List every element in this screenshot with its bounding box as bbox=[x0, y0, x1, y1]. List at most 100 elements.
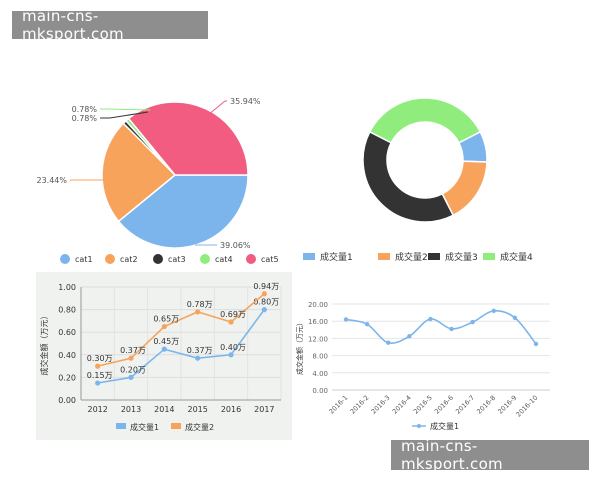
line1-series2-point bbox=[261, 291, 267, 297]
line1-y-tick-label: 0.40 bbox=[58, 351, 76, 360]
line2-legend-label-1: 成交量1 bbox=[430, 421, 459, 431]
line2-legend-marker-dot-1 bbox=[417, 424, 421, 428]
line1-series2-data-label: 0.37万 bbox=[120, 346, 146, 355]
line2-x-tick-label: 2016-7 bbox=[454, 394, 476, 416]
line2-series1-point bbox=[407, 334, 412, 339]
line1-x-tick-label: 2015 bbox=[187, 405, 207, 414]
line1-series1-point bbox=[128, 374, 134, 380]
line1-series1-point bbox=[95, 380, 101, 386]
annual-line-chart: 0.00 0.20 0.40 0.60 0.80 1.00 2012 2013 2014 2015… bbox=[39, 282, 282, 432]
line2-series1-point bbox=[343, 317, 349, 322]
line1-legend-label-2: 成交量2 bbox=[185, 422, 214, 432]
pie-data-label-cat1: 39.06% bbox=[220, 241, 251, 250]
line1-series2-data-label: 0.94万 bbox=[253, 282, 279, 291]
line1-y-tick-label: 0.60 bbox=[58, 328, 76, 337]
line1-series1-data-label: 0.37万 bbox=[187, 346, 213, 355]
line1-series2-point bbox=[128, 355, 134, 361]
line2-x-tick-label: 2016-5 bbox=[412, 394, 434, 416]
line1-series1-data-label: 0.45万 bbox=[153, 337, 179, 346]
line1-x-tick-label: 2017 bbox=[254, 405, 274, 414]
line1-legend-marker-2 bbox=[171, 423, 181, 429]
pie-legend-marker-cat3 bbox=[153, 254, 163, 264]
donut-chart-panel: 成交量1 成交量2 成交量3 成交量4 bbox=[300, 40, 600, 275]
line1-legend-marker-1 bbox=[116, 423, 126, 429]
pie-leader-line-cat5 bbox=[207, 100, 227, 116]
line2-y-tick-label: 12.00 bbox=[308, 335, 328, 343]
line2-x-tick-label: 2016-6 bbox=[433, 394, 455, 416]
line2-series1-point bbox=[512, 315, 518, 320]
line1-y-tick-label: 0.00 bbox=[58, 396, 76, 405]
line1-x-tick-label: 2014 bbox=[154, 405, 174, 414]
line2-y-axis-label: 成交金额（万元） bbox=[295, 319, 304, 375]
pie-slice-cat2 bbox=[101, 122, 177, 223]
donut-legend-marker-3 bbox=[428, 253, 440, 260]
line1-series2-data-label: 0.65万 bbox=[153, 315, 179, 324]
line2-x-tick-label: 2016-3 bbox=[370, 394, 392, 416]
pie-data-label-cat4: 0.78% bbox=[72, 105, 98, 114]
line1-x-tick-label: 2013 bbox=[121, 405, 141, 414]
line2-y-tick-label: 20.00 bbox=[308, 301, 328, 309]
watermark-top: main-cns-mksport.com bbox=[12, 7, 208, 43]
donut-legend-label-2: 成交量2 bbox=[395, 251, 428, 263]
pie-leader-line-cat3 bbox=[100, 111, 149, 119]
line1-x-tick-label: 2012 bbox=[87, 405, 107, 414]
line1-series2-data-label: 0.78万 bbox=[187, 300, 213, 309]
annual-line-chart-panel: 0.00 0.20 0.40 0.60 0.80 1.00 2012 2013 2014 2015… bbox=[36, 272, 292, 440]
donut-legend-label-3: 成交量3 bbox=[445, 251, 478, 263]
line1-y-tick-label: 1.00 bbox=[58, 283, 76, 292]
line2-series-line-1 bbox=[345, 309, 537, 345]
pie-data-label-cat5: 35.94% bbox=[230, 97, 261, 106]
pie-legend-marker-cat4 bbox=[200, 254, 210, 264]
line2-x-tick-label: 2016-4 bbox=[391, 394, 413, 416]
pie-data-label-cat2: 23.44% bbox=[36, 176, 67, 185]
pie-legend-marker-cat2 bbox=[105, 254, 115, 264]
pie-slice-cat5 bbox=[127, 101, 249, 176]
line1-series2-point bbox=[228, 319, 234, 325]
line1-y-axis-label: 成交金额（万元） bbox=[39, 312, 49, 376]
line2-y-tick-label: 8.00 bbox=[312, 353, 328, 361]
line2-x-tick-label: 2016-2 bbox=[349, 394, 371, 416]
monthly-line-chart-panel: 0.00 4.00 8.00 12.00 16.00 20.00 成交金额（万元） 2016-… bbox=[292, 290, 560, 440]
line2-x-tick-label: 2016-8 bbox=[475, 394, 497, 416]
monthly-line-chart: 0.00 4.00 8.00 12.00 16.00 20.00 成交金额（万元） 2016-… bbox=[295, 301, 550, 431]
pie-legend-marker-cat5 bbox=[246, 254, 256, 264]
pie-legend-marker-cat1 bbox=[60, 254, 70, 264]
line1-series1-point bbox=[228, 352, 234, 358]
line1-series1-data-label: 0.40万 bbox=[220, 343, 246, 352]
pie-legend-label-cat4: cat4 bbox=[215, 255, 233, 264]
donut-legend-label-4: 成交量4 bbox=[500, 251, 533, 263]
line1-series1-point bbox=[261, 307, 267, 313]
pie-chart-panel: 39.06% 23.44% 0.78% 0.78% 35.94% cat1 cat2 cat3… bbox=[0, 40, 300, 275]
donut-chart: 成交量1 成交量2 成交量3 成交量4 bbox=[303, 97, 533, 263]
pie-chart: 39.06% 23.44% 0.78%0.78% 35.94% cat1 cat2 cat3… bbox=[36, 97, 279, 264]
line1-series2-point bbox=[161, 323, 167, 330]
line2-series1-point bbox=[470, 319, 475, 325]
donut-segment-4 bbox=[368, 97, 482, 144]
line2-series1-point bbox=[428, 316, 433, 322]
donut-legend-marker-1 bbox=[303, 253, 315, 260]
line2-series1-point bbox=[449, 326, 454, 332]
line2-series1-point bbox=[364, 322, 370, 327]
line1-series1-data-label: 0.20万 bbox=[120, 365, 146, 374]
line1-series1-point bbox=[161, 346, 167, 352]
pie-leader-line-cat4 bbox=[100, 108, 151, 111]
line1-series2-data-label: 0.69万 bbox=[220, 310, 246, 319]
donut-legend-label-1: 成交量1 bbox=[320, 251, 353, 263]
line2-y-tick-label: 16.00 bbox=[308, 318, 328, 326]
line1-series2-point bbox=[195, 309, 201, 315]
line1-series2-point bbox=[95, 363, 101, 369]
pie-data-label-cat3: 0.78% bbox=[72, 114, 98, 123]
pie-legend-label-cat3: cat3 bbox=[168, 255, 186, 264]
line1-series1-data-label: 0.15万 bbox=[87, 371, 113, 380]
donut-segment-3 bbox=[362, 130, 455, 223]
line1-y-tick-label: 0.80 bbox=[58, 306, 76, 315]
line1-series-line-1 bbox=[97, 309, 265, 384]
line1-x-tick-label: 2016 bbox=[221, 405, 241, 414]
line2-x-tick-label: 2016-1 bbox=[327, 394, 349, 416]
line2-series1-point bbox=[386, 340, 391, 345]
pie-legend-label-cat1: cat1 bbox=[75, 255, 93, 264]
line2-y-tick-label: 0.00 bbox=[312, 387, 328, 395]
line2-x-tick-label: 2016-10 bbox=[515, 394, 540, 419]
line1-series2-data-label: 0.30万 bbox=[87, 354, 113, 363]
pie-slice-cat1 bbox=[117, 174, 249, 249]
